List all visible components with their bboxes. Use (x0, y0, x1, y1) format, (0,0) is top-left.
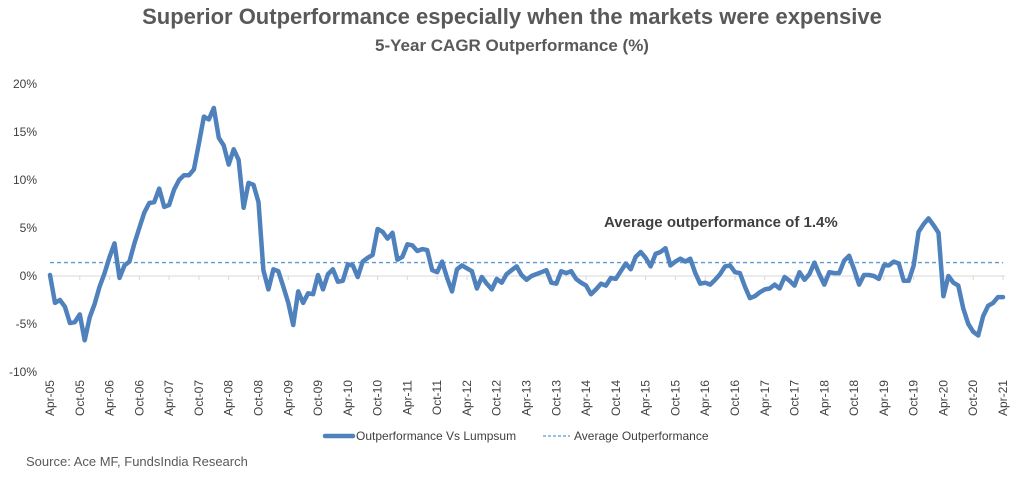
x-tick-label: Oct-13 (549, 380, 563, 416)
y-tick-label: 20% (13, 77, 37, 91)
x-tick-label: Oct-18 (847, 380, 861, 416)
x-tick-label: Oct-08 (251, 380, 265, 416)
x-tick-label: Apr-13 (520, 380, 534, 416)
x-tick-label: Oct-10 (371, 380, 385, 416)
x-tick-label: Apr-19 (877, 380, 891, 416)
x-tick-label: Apr-20 (936, 380, 950, 416)
x-tick-label: Apr-12 (460, 380, 474, 416)
x-tick-label: Apr-06 (103, 380, 117, 416)
chart-subtitle: 5-Year CAGR Outperformance (%) (375, 36, 649, 55)
source-note: Source: Ace MF, FundsIndia Research (26, 454, 248, 469)
x-tick-label: Oct-16 (728, 380, 742, 416)
x-tick-label: Oct-19 (907, 380, 921, 416)
x-tick-label: Apr-18 (817, 380, 831, 416)
x-tick-label: Oct-07 (192, 380, 206, 416)
x-axis: Apr-05 Oct-05 Apr-06 Oct-06 Apr-07 Oct-07 Apr-… (43, 276, 1010, 416)
chart-title: Superior Outperformance especially when … (142, 4, 882, 29)
x-tick-label: Oct-14 (609, 380, 623, 416)
legend: Outperformance Vs Lumpsum Average Outper… (322, 429, 709, 443)
y-tick-label: 5% (20, 221, 38, 235)
x-tick-label: Oct-06 (132, 380, 146, 416)
average-annotation: Average outperformance of 1.4% (604, 214, 838, 231)
y-tick-label: 10% (13, 173, 37, 187)
x-tick-label: Apr-14 (579, 380, 593, 416)
outperformance-line (47, 105, 1006, 343)
x-tick-label: Oct-05 (73, 380, 87, 416)
x-tick-label: Apr-15 (639, 380, 653, 416)
y-tick-label: 0% (20, 269, 38, 283)
x-tick-label: Apr-10 (341, 380, 355, 416)
x-tick-label: Apr-16 (698, 380, 712, 416)
x-tick-label: Oct-09 (311, 380, 325, 416)
legend-label-average: Average Outperformance (574, 429, 709, 443)
x-tick-label: Apr-05 (43, 380, 57, 416)
y-tick-label: -10% (9, 365, 37, 379)
x-tick-label: Apr-11 (400, 380, 414, 415)
x-tick-label: Apr-07 (162, 380, 176, 416)
x-tick-label: Oct-11 (430, 380, 444, 415)
x-tick-label: Apr-09 (281, 380, 295, 416)
x-tick-label: Oct-17 (788, 380, 802, 416)
y-axis: -10% -5% 0% 5% 10% 15% 20% (9, 77, 37, 379)
legend-label-outperformance: Outperformance Vs Lumpsum (356, 429, 516, 443)
x-tick-label: Apr-21 (996, 380, 1010, 416)
x-tick-label: Oct-12 (490, 380, 504, 416)
x-tick-label: Oct-20 (966, 380, 980, 416)
y-tick-label: -5% (16, 317, 38, 331)
x-tick-label: Oct-15 (668, 380, 682, 416)
x-tick-label: Apr-17 (758, 380, 772, 416)
x-tick-label: Apr-08 (222, 380, 236, 416)
y-tick-label: 15% (13, 125, 37, 139)
